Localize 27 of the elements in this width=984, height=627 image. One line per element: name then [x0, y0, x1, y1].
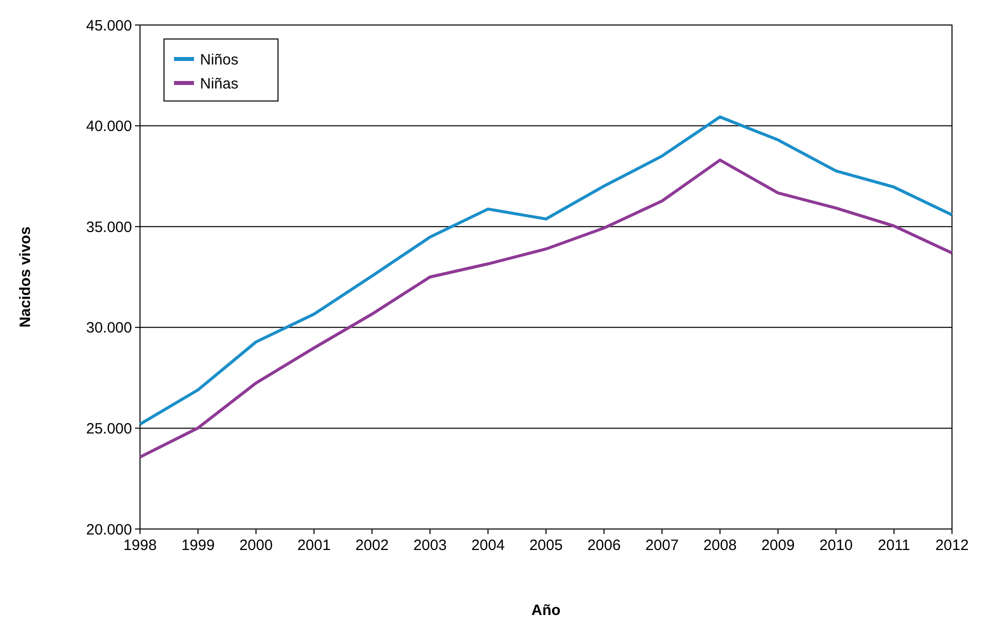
x-tick-label: 2002	[355, 537, 389, 554]
x-tick-label: 2010	[819, 537, 853, 554]
x-tick-label: 2004	[471, 537, 505, 554]
x-tick-label: 2005	[529, 537, 563, 554]
x-tick-label: 2011	[878, 537, 910, 554]
x-axis-title: Año	[531, 602, 561, 619]
x-tick-label: 2001	[297, 537, 331, 554]
y-tick-label: 25.000	[86, 420, 132, 438]
y-tick-label: 45.000	[86, 17, 132, 34]
legend-label: Niños	[200, 51, 238, 68]
y-axis-title: Nacidos vivos	[17, 226, 34, 328]
legend-label: Niñas	[200, 75, 238, 92]
y-tick-label: 30.000	[86, 320, 132, 337]
x-tick-label: 1999	[181, 537, 215, 554]
x-tick-label: 2009	[761, 537, 795, 554]
x-tick-label: 2012	[935, 537, 969, 554]
x-tick-label: 2000	[239, 537, 273, 554]
x-tick-label: 2003	[413, 537, 447, 554]
y-tick-label: 40.000	[86, 118, 132, 136]
x-tick-label: 1998	[123, 537, 157, 554]
x-tick-label: 2008	[703, 537, 737, 554]
x-tick-label: 2006	[587, 537, 621, 554]
line-series	[138, 115, 954, 426]
y-tick-label: 35.000	[86, 218, 132, 236]
line-series	[138, 158, 954, 459]
x-tick-label: 2007	[645, 537, 679, 554]
y-tick-label: 20.000	[86, 521, 132, 538]
